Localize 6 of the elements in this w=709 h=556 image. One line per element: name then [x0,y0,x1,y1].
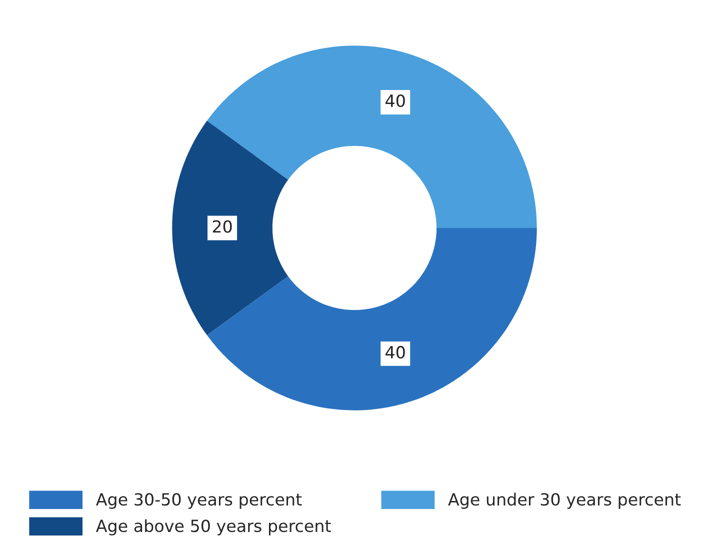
data-label: 40 [386,94,405,108]
legend-label: Age above 50 years percent [96,519,331,536]
data-label: 40 [386,346,405,359]
legend-label: Age 30-50 years percent [96,493,302,509]
legend-label: Age under 30 years percent [448,492,681,509]
data-label: 20 [212,220,232,233]
